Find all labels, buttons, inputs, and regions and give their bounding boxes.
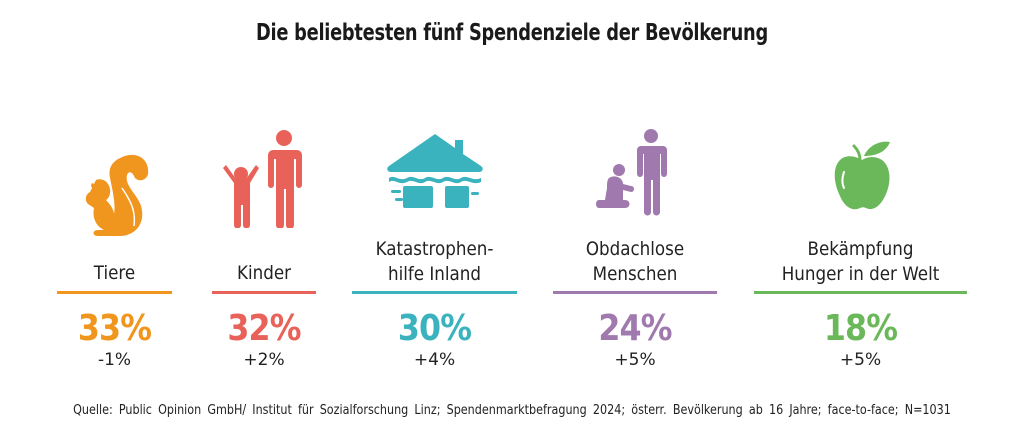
homeless-person-icon: [596, 129, 667, 216]
label-line: Obdachlose: [585, 238, 685, 260]
category-label: Bekämpfung Hunger in der Welt: [767, 238, 954, 285]
flooded-house-icon: [386, 134, 483, 208]
apple-icon: [834, 141, 890, 210]
category-divider: [352, 291, 517, 294]
parent-child-icon: [223, 130, 302, 228]
category-divider: [212, 291, 316, 294]
source-footnote: Quelle: Public Opinion GmbH/ Institut fü…: [73, 403, 951, 418]
category-label: Obdachlose Menschen: [563, 238, 707, 285]
label-line: hilfe Inland: [387, 263, 482, 285]
chart-title: Die beliebtesten fünf Spendenziele der B…: [256, 20, 768, 46]
label-line: Bekämpfung: [807, 238, 914, 260]
category-label: Katastrophen- hilfe Inland: [362, 238, 507, 285]
category-divider: [754, 291, 967, 294]
change-value: -1%: [97, 350, 132, 370]
percent-value: 30%: [397, 308, 472, 349]
change-value: +2%: [243, 350, 285, 370]
squirrel-icon: [85, 154, 148, 236]
category-divider: [553, 291, 717, 294]
percent-value: 33%: [77, 308, 152, 349]
category-divider: [57, 291, 172, 294]
percent-value: 32%: [227, 308, 301, 349]
change-value: +5%: [614, 350, 656, 370]
label-line: Hunger in der Welt: [781, 263, 940, 285]
change-value: +4%: [413, 350, 456, 370]
percent-value: 18%: [823, 308, 898, 349]
category-label: Tiere: [93, 262, 136, 284]
label-line: Menschen: [592, 263, 678, 285]
category-label: Kinder: [237, 262, 291, 284]
label-line: Katastrophen-: [375, 238, 494, 260]
change-value: +5%: [839, 350, 882, 370]
percent-value: 24%: [598, 308, 672, 349]
